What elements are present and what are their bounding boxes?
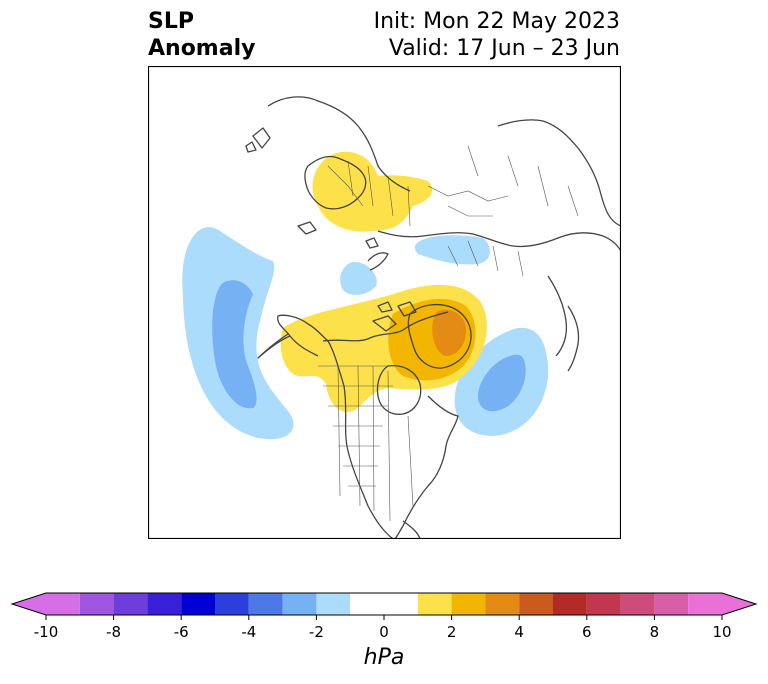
colorbar-bin [586, 593, 621, 615]
colorbar-bin [181, 593, 215, 615]
colorbar-bins [10, 592, 758, 616]
svalbard [365, 237, 379, 249]
colorbar-bin [485, 593, 520, 615]
title-line-2: Anomaly [148, 36, 256, 61]
eastern-europe-high [312, 151, 433, 232]
colorbar-bin [553, 593, 587, 615]
colorbar-bin [282, 593, 317, 615]
coastlines [245, 96, 621, 539]
north-atlantic-low-inner [478, 354, 526, 412]
arctic-islands [372, 301, 417, 332]
western-russia-low [414, 235, 490, 265]
colorbar-bin [147, 593, 182, 615]
colorbar-tick-label: -4 [241, 623, 256, 641]
anomaly-shading [182, 151, 549, 440]
colorbar-bin [688, 593, 722, 615]
colorbar-tick-label: -8 [106, 623, 121, 641]
date-info: Init: Mon 22 May 2023 Valid: 17 Jun – 23… [374, 8, 620, 62]
greenland [407, 303, 472, 369]
chart-title: SLP Anomaly [148, 8, 255, 62]
greenland-high-core [432, 309, 466, 356]
kamchatka [547, 275, 568, 357]
colorbar-bin [215, 593, 249, 615]
colorbar-bin [46, 593, 80, 615]
siberia-coast [377, 230, 621, 252]
alaska-peninsula [257, 333, 291, 359]
colorbar-bin [654, 593, 689, 615]
canada-north-coast [322, 311, 449, 342]
map-frame [148, 66, 621, 539]
colorbar-bin [620, 593, 655, 615]
colorbar-tick-label: 4 [514, 623, 524, 641]
colorbar-tick-label: -10 [34, 623, 59, 641]
colorbar-bin [113, 593, 148, 615]
colorbar-bin [79, 593, 114, 615]
colorbar-bin [417, 593, 452, 615]
colorbar-tick-label: 0 [379, 623, 389, 641]
colorbar-tick-label: 8 [650, 623, 660, 641]
title-line-1: SLP [148, 9, 194, 34]
british-isles [245, 127, 271, 153]
colorbar-bin [451, 593, 486, 615]
colorbar-tick-label: 6 [582, 623, 592, 641]
valid-range: Valid: 17 Jun – 23 Jun [388, 36, 620, 61]
arctic-low [340, 261, 377, 295]
scandinavia [304, 155, 367, 210]
iceland [297, 221, 317, 235]
colorbar: -10 -8 -6 -4 -2 0 2 4 6 8 10 [10, 592, 758, 641]
colorbar-ticks: -10 -8 -6 -4 -2 0 2 4 6 8 10 [34, 615, 732, 641]
colorbar-extend-min [12, 593, 46, 615]
colorbar-tick-label: 10 [712, 623, 731, 641]
colorbar-tick-label: 2 [447, 623, 457, 641]
asia-east [497, 119, 621, 227]
north-pacific-low-inner [212, 280, 257, 409]
colorbar-bin [248, 593, 283, 615]
japan [567, 305, 580, 372]
florida [402, 520, 421, 539]
colorbar-bin [519, 593, 553, 615]
na-east-coast [393, 395, 459, 539]
map-panel [148, 66, 621, 539]
colorbar-bin [350, 593, 418, 615]
colorbar-extend-max [722, 593, 756, 615]
europe-coast [267, 96, 411, 192]
colorbar-unit: hPa [363, 645, 405, 670]
hudson-bay [376, 365, 422, 415]
colorbar-tick-label: -2 [309, 623, 324, 641]
colorbar-bin [316, 593, 351, 615]
colorbar-tick-label: -6 [174, 623, 189, 641]
init-date: Init: Mon 22 May 2023 [373, 9, 620, 34]
novaya-zemlya [367, 252, 389, 271]
political-borders [318, 145, 579, 522]
